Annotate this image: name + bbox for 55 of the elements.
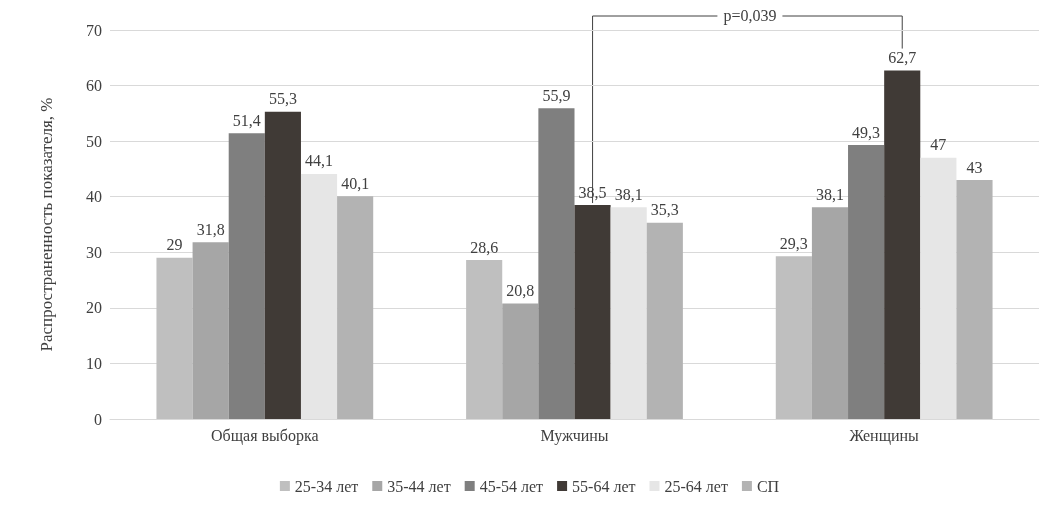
- data-label: 28,6: [470, 238, 499, 256]
- bar: [337, 196, 374, 419]
- data-label: 47: [930, 136, 947, 154]
- data-label: 40,1: [341, 174, 370, 192]
- data-label: 35,3: [650, 201, 679, 219]
- data-label: 29: [166, 236, 183, 254]
- legend-label: 55-64 лет: [572, 477, 636, 495]
- data-label: 44,1: [305, 152, 334, 170]
- bar: [920, 157, 957, 419]
- data-label: 20,8: [506, 281, 535, 299]
- x-tick-label: Мужчины: [540, 426, 609, 445]
- bar: [811, 207, 849, 419]
- bar: [538, 108, 575, 419]
- data-label: 38,1: [614, 185, 643, 203]
- bar: [300, 173, 338, 419]
- data-label: 38,1: [815, 185, 844, 203]
- bar: [646, 222, 683, 419]
- legend-label: 25-64 лет: [664, 477, 728, 495]
- legend-label: 45-54 лет: [479, 477, 544, 495]
- bar: [156, 257, 193, 419]
- y-tick-label: 60: [86, 77, 102, 95]
- data-label: 38,5: [578, 183, 607, 201]
- bar: [884, 70, 921, 419]
- data-label: 51,4: [232, 111, 261, 129]
- x-tick-label: Женщины: [849, 426, 920, 445]
- bar: [264, 111, 301, 419]
- bar: [502, 303, 539, 419]
- y-tick-label: 70: [86, 21, 102, 39]
- data-label: 49,3: [852, 123, 881, 141]
- bar: [466, 260, 503, 419]
- bar: [956, 180, 993, 419]
- data-label: 31,8: [196, 220, 225, 238]
- text: p=0,039: [723, 6, 777, 25]
- legend-label: 25-34 лет: [294, 477, 359, 495]
- data-label: 55,3: [268, 90, 297, 108]
- bar: [192, 242, 229, 419]
- y-tick-label: 30: [86, 243, 102, 261]
- x-tick-label: Общая выборка: [211, 426, 319, 445]
- data-label: 29,3: [779, 234, 808, 252]
- data-label: 43: [966, 158, 983, 176]
- y-axis-title: Распространенность показателя, %: [37, 97, 56, 352]
- y-tick-label: 0: [94, 410, 102, 428]
- bar: [848, 145, 885, 419]
- legend-label: СП: [756, 477, 780, 495]
- y-tick-label: 40: [86, 188, 102, 206]
- bar: [775, 256, 812, 419]
- y-tick-label: 10: [86, 354, 102, 372]
- y-tick-label: 50: [86, 132, 102, 150]
- bar: [574, 205, 611, 419]
- data-label: 62,7: [888, 49, 917, 67]
- y-tick-label: 20: [86, 299, 102, 317]
- legend-label: 35-44 лет: [387, 477, 451, 495]
- data-label: 55,9: [542, 86, 571, 104]
- bar: [228, 133, 265, 419]
- bar: [610, 207, 647, 419]
